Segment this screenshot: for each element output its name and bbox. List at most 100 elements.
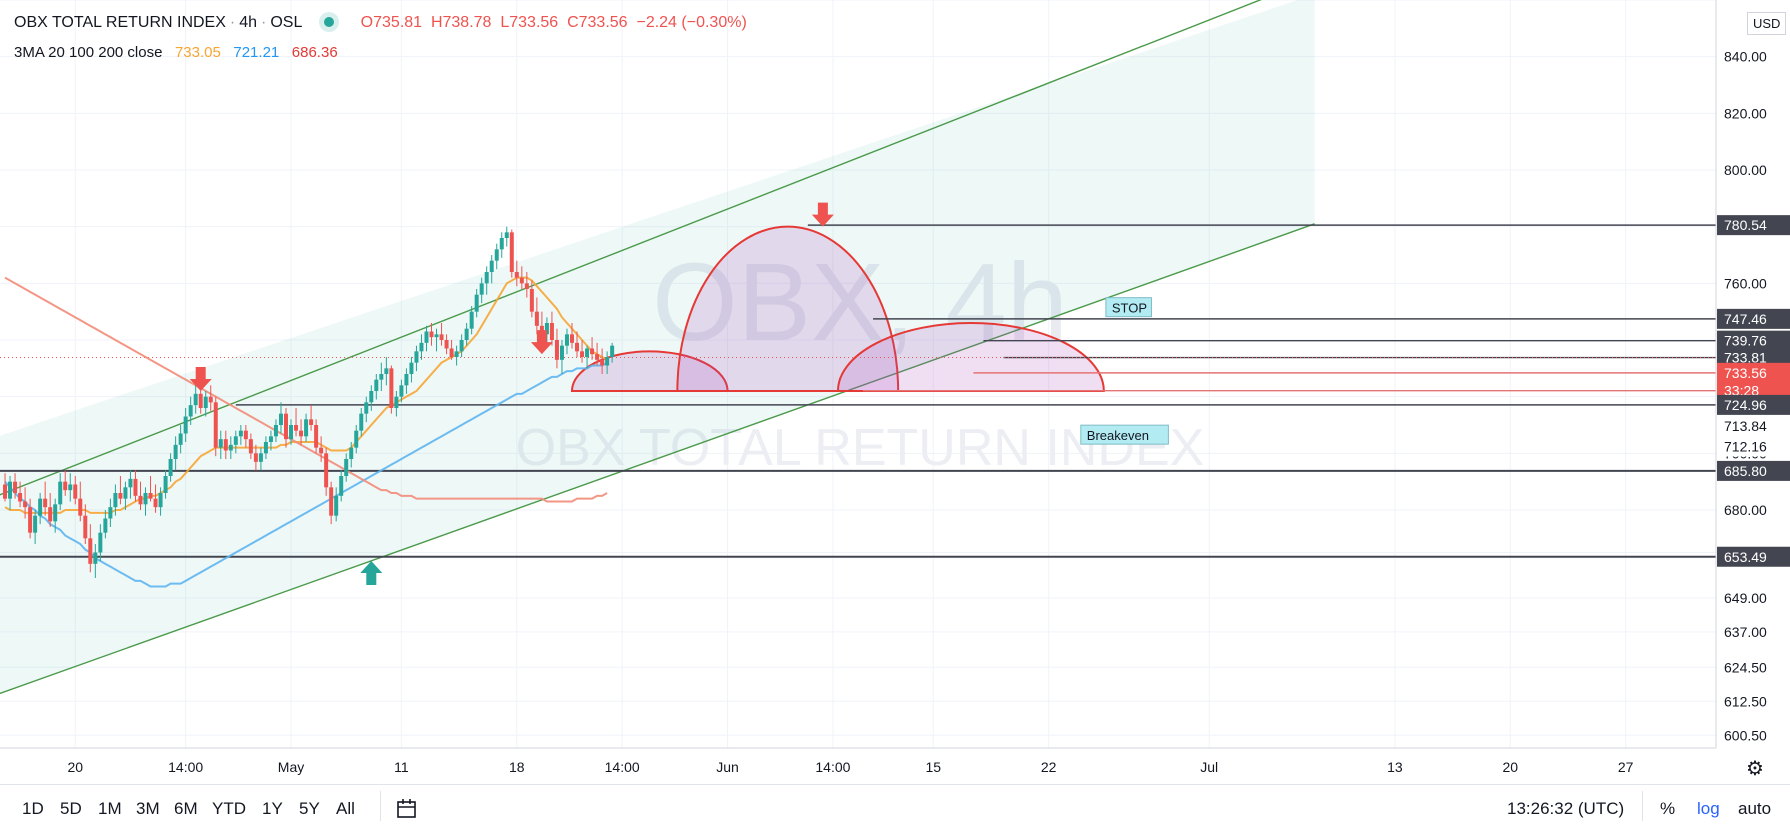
- candle-body: [514, 272, 519, 278]
- level-label: 739.76: [1724, 333, 1767, 349]
- candle-body: [309, 419, 314, 425]
- low-value: L733.56: [500, 14, 559, 31]
- high-value: H738.78: [430, 14, 492, 31]
- auto-toggle[interactable]: auto: [1738, 799, 1772, 818]
- candle-body: [233, 436, 238, 445]
- time-tick-label: May: [278, 759, 304, 775]
- candle-body: [198, 393, 203, 408]
- candle-body: [384, 368, 389, 374]
- candle-body: [439, 334, 444, 340]
- log-toggle[interactable]: log: [1697, 799, 1720, 818]
- ma-label: 3MA 20 100 200 close: [14, 44, 163, 61]
- level-label: 747.46: [1724, 311, 1767, 327]
- time-tick-label: 20: [1502, 759, 1518, 775]
- gear-icon[interactable]: ⚙: [1746, 758, 1764, 780]
- price-tick-label: 600.50: [1724, 727, 1767, 743]
- price-axis[interactable]: 840.00820.00800.00780.00760.00740.00720.…: [1717, 49, 1790, 744]
- interval[interactable]: 4h: [239, 14, 258, 31]
- candle-body: [93, 552, 98, 564]
- range-5y[interactable]: 5Y: [299, 799, 320, 818]
- calendar-icon[interactable]: [396, 798, 418, 820]
- left-shoulder-arc: [570, 350, 729, 392]
- price-tick-label: 649.00: [1724, 590, 1767, 606]
- candle-body: [549, 323, 554, 340]
- price-tick-label: 820.00: [1724, 105, 1767, 121]
- candle-body: [379, 374, 384, 380]
- channel-lower-line: [0, 223, 1315, 695]
- range-6m[interactable]: 6M: [174, 799, 198, 818]
- time-axis[interactable]: 20 14:00 May 11 18 14:00 Jun 14:00 15 22 Jul 13 20 27: [67, 759, 1633, 775]
- candle-body: [158, 493, 163, 508]
- candle-body: [334, 495, 339, 516]
- candle-body: [108, 507, 113, 519]
- price-tick-label: 612.50: [1724, 693, 1767, 709]
- range-1y[interactable]: 1Y: [262, 799, 283, 818]
- range-all[interactable]: All: [336, 799, 355, 818]
- candle-body: [213, 402, 218, 448]
- level-label: 33:28: [1724, 383, 1759, 399]
- candle-body: [193, 393, 198, 406]
- watermark: OBX, 4h: [652, 241, 1068, 364]
- candle-body: [63, 481, 68, 491]
- candle-body: [399, 385, 404, 397]
- candle-body: [123, 487, 128, 499]
- candle-body: [590, 348, 595, 355]
- candle-body: [605, 357, 610, 366]
- candle-body: [389, 368, 394, 408]
- candle-body: [48, 507, 53, 522]
- candle-body: [38, 498, 43, 516]
- currency-label[interactable]: USD: [1747, 12, 1787, 35]
- range-3m[interactable]: 3M: [136, 799, 160, 818]
- ma20-value: 733.05: [174, 44, 221, 61]
- candle-body: [133, 478, 138, 496]
- candle-body: [183, 416, 188, 434]
- percent-toggle[interactable]: %: [1660, 799, 1676, 818]
- candle-body: [23, 501, 28, 508]
- candle-body: [294, 425, 299, 431]
- candle-body: [369, 391, 374, 403]
- candle-body: [600, 359, 605, 366]
- channel-upper-line: [0, 0, 1262, 496]
- candle-body: [83, 515, 88, 539]
- candle-body: [299, 430, 304, 437]
- candle-body: [118, 493, 123, 499]
- candle-body: [444, 340, 449, 349]
- candle-body: [344, 459, 349, 476]
- candle-body: [459, 340, 464, 352]
- candle-body: [58, 481, 63, 505]
- symbol-name: OBX TOTAL RETURN INDEX: [14, 14, 226, 31]
- candle-body: [564, 334, 569, 346]
- candle-body: [28, 507, 33, 533]
- level-label-bg: [1717, 215, 1790, 236]
- price-chart[interactable]: OBX, 4h OBX TOTAL RETURN INDEX STOP Break…: [0, 0, 1790, 784]
- level-label-bg: [1717, 436, 1790, 457]
- toolbar-divider: [380, 791, 381, 821]
- candle-body: [208, 396, 213, 403]
- range-ytd[interactable]: YTD: [212, 799, 246, 818]
- candle-body: [178, 433, 183, 445]
- price-tick-label: 840.00: [1724, 49, 1767, 65]
- candle-body: [339, 476, 344, 496]
- level-label: 685.80: [1724, 463, 1767, 479]
- ma-legend[interactable]: 3MA 20 100 200 close 733.05 721.21 686.3…: [14, 44, 338, 61]
- candle-body: [585, 348, 590, 357]
- time-tick-label: Jul: [1200, 759, 1218, 775]
- candle-body: [319, 447, 324, 454]
- candle-body: [33, 515, 38, 533]
- range-1m[interactable]: 1M: [98, 799, 122, 818]
- symbol-legend: OBX TOTAL RETURN INDEX · 4h · OSL O735.81 H7…: [14, 14, 747, 31]
- ma-line-1: [4, 361, 608, 588]
- level-label-bg: [1717, 362, 1790, 383]
- candle-body: [364, 402, 369, 414]
- toolbar-divider-right: [1642, 791, 1643, 821]
- range-1d[interactable]: 1D: [22, 799, 44, 818]
- candle-body: [504, 232, 509, 238]
- candle-body: [243, 430, 248, 440]
- candle-body: [258, 453, 263, 462]
- exchange: OSL: [270, 14, 302, 31]
- candle-body: [203, 396, 208, 408]
- candle-body: [153, 498, 158, 508]
- candle-body: [128, 478, 133, 488]
- range-5d[interactable]: 5D: [60, 799, 82, 818]
- utc-clock[interactable]: 13:26:32 (UTC): [1507, 799, 1625, 818]
